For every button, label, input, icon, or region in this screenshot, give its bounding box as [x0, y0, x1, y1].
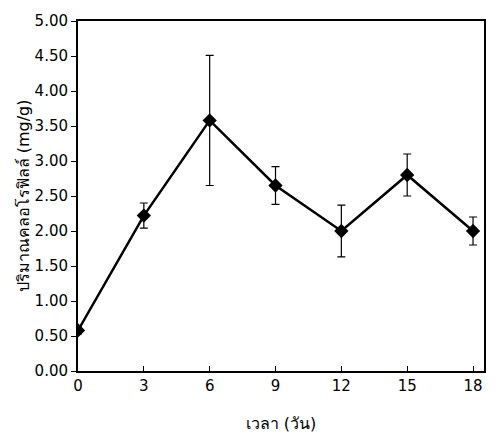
- svg-text:18: 18: [463, 377, 482, 395]
- svg-text:ปริมาณคลอโรฟิลล์ (mg/g): ปริมาณคลอโรฟิลล์ (mg/g): [14, 100, 33, 293]
- svg-text:5.00: 5.00: [35, 12, 68, 30]
- svg-text:1.50: 1.50: [35, 257, 68, 275]
- svg-text:0: 0: [73, 377, 83, 395]
- svg-text:6: 6: [205, 377, 215, 395]
- svg-text:15: 15: [398, 377, 417, 395]
- svg-text:1.00: 1.00: [35, 292, 68, 310]
- svg-text:3.50: 3.50: [35, 117, 68, 135]
- svg-text:4.00: 4.00: [35, 82, 68, 100]
- svg-text:เวลา (วัน): เวลา (วัน): [246, 414, 317, 433]
- svg-text:0.50: 0.50: [35, 327, 68, 345]
- svg-text:0.00: 0.00: [35, 362, 68, 380]
- svg-text:4.50: 4.50: [35, 47, 68, 65]
- svg-text:12: 12: [332, 377, 351, 395]
- svg-text:2.00: 2.00: [35, 222, 68, 240]
- svg-text:3: 3: [139, 377, 149, 395]
- svg-text:9: 9: [271, 377, 281, 395]
- svg-text:3.00: 3.00: [35, 152, 68, 170]
- svg-text:2.50: 2.50: [35, 187, 68, 205]
